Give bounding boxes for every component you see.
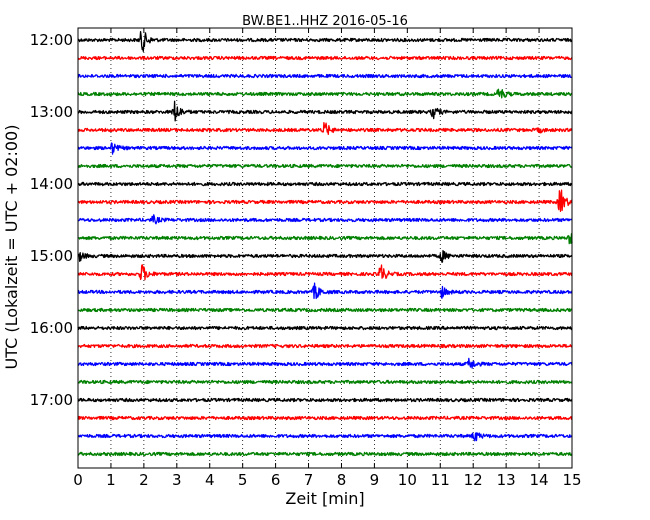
trace-1245 bbox=[77, 88, 573, 99]
x-tick-label: 2 bbox=[139, 471, 149, 489]
trace-1230 bbox=[77, 73, 573, 79]
y-tick-label: 12:00 bbox=[30, 31, 73, 49]
x-tick-label: 8 bbox=[337, 471, 347, 489]
trace-1345 bbox=[77, 163, 573, 169]
x-tick-label: 4 bbox=[205, 471, 215, 489]
x-tick-label: 3 bbox=[172, 471, 182, 489]
trace-1515 bbox=[77, 264, 573, 281]
trace-1430 bbox=[77, 214, 573, 225]
y-tick-label: 13:00 bbox=[30, 103, 73, 121]
chart-title: BW.BE1..HHZ 2016-05-16 bbox=[242, 14, 408, 29]
trace-1500 bbox=[77, 250, 573, 263]
y-tick-label: 17:00 bbox=[30, 391, 73, 409]
y-tick-label: 15:00 bbox=[30, 247, 73, 265]
trace-1700 bbox=[77, 397, 573, 403]
x-tick-label: 0 bbox=[73, 471, 83, 489]
trace-1630 bbox=[77, 357, 573, 369]
x-tick-label: 15 bbox=[562, 471, 581, 489]
x-tick-label: 7 bbox=[304, 471, 314, 489]
trace-1330 bbox=[77, 142, 573, 155]
trace-1315 bbox=[77, 121, 573, 136]
x-tick-label: 9 bbox=[370, 471, 380, 489]
seismogram-traces bbox=[77, 30, 573, 457]
x-tick-label: 6 bbox=[271, 471, 281, 489]
trace-1215 bbox=[77, 55, 573, 61]
axis-ticks: 0 1 2 3 4 5 6 7 8 9 10 11 12 13 14 1512:0013:0014:0015:… bbox=[30, 28, 582, 489]
x-axis-label: Zeit [min] bbox=[285, 489, 364, 508]
x-tick-label: 1 bbox=[106, 471, 116, 489]
x-tick-label: 5 bbox=[238, 471, 248, 489]
x-tick-label: 11 bbox=[431, 471, 450, 489]
trace-1200 bbox=[77, 30, 573, 52]
trace-1530 bbox=[77, 282, 573, 300]
x-tick-label: 13 bbox=[497, 471, 516, 489]
x-tick-label: 12 bbox=[464, 471, 483, 489]
trace-1715 bbox=[77, 415, 573, 421]
x-tick-label: 10 bbox=[398, 471, 417, 489]
trace-1645 bbox=[77, 379, 573, 385]
x-tick-label: 14 bbox=[530, 471, 549, 489]
y-axis-label: UTC (Lokalzeit = UTC + 02:00) bbox=[2, 125, 21, 370]
trace-1745 bbox=[77, 451, 573, 457]
y-tick-label: 16:00 bbox=[30, 319, 73, 337]
y-tick-label: 14:00 bbox=[30, 175, 73, 193]
plot-frame bbox=[77, 27, 573, 469]
trace-1730 bbox=[77, 432, 573, 442]
trace-1545 bbox=[77, 307, 573, 313]
trace-1445 bbox=[77, 233, 573, 245]
trace-1600 bbox=[77, 325, 573, 331]
trace-1615 bbox=[77, 343, 573, 349]
trace-1300 bbox=[77, 100, 573, 122]
trace-1415 bbox=[77, 189, 573, 212]
grid-lines bbox=[110, 28, 540, 468]
trace-1400 bbox=[77, 181, 573, 187]
